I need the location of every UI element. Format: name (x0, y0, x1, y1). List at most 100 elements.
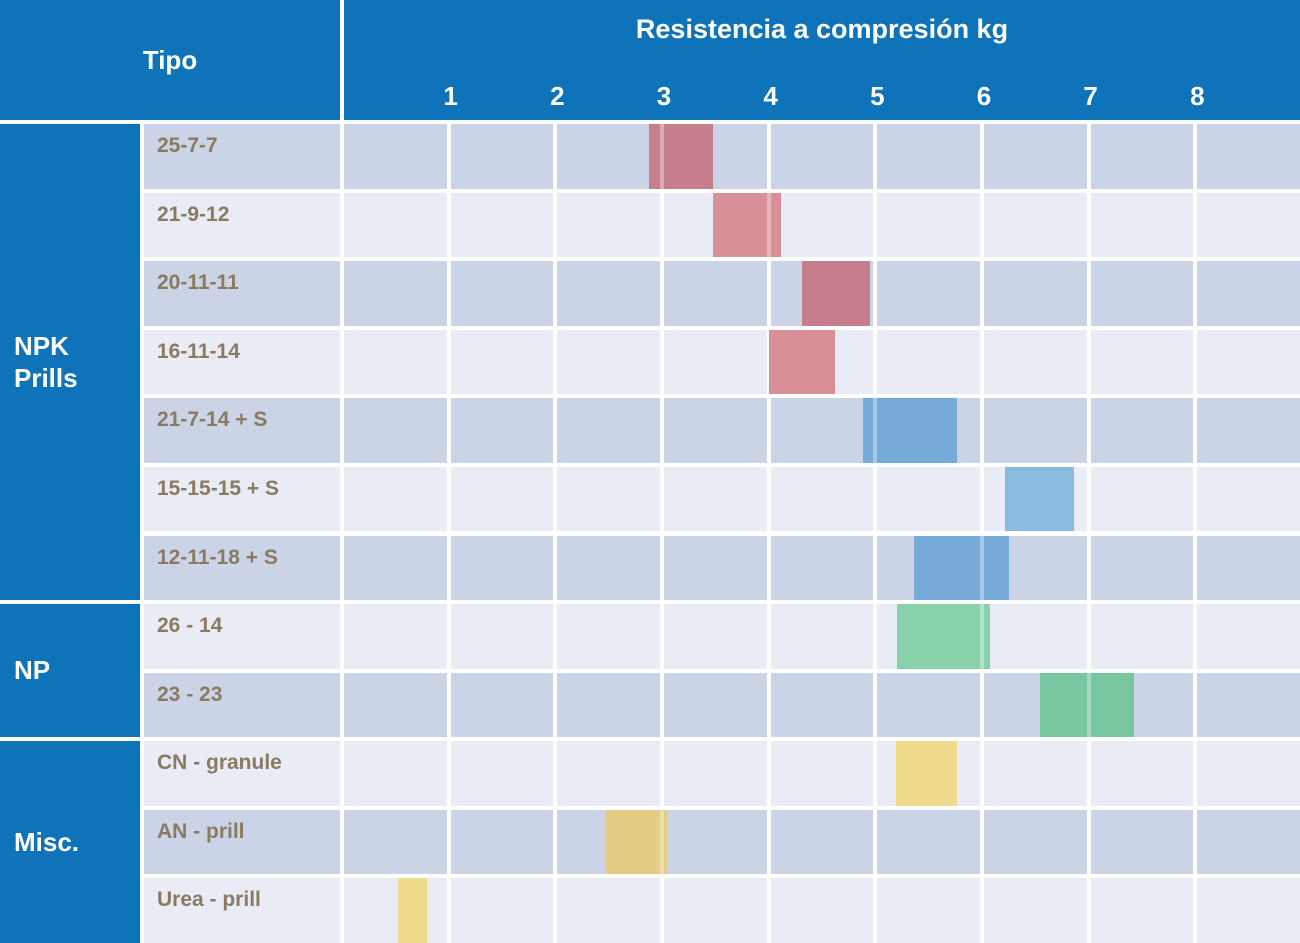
chart-row-21-7-14-s: 21-7-14 + S (140, 394, 1300, 463)
table-body: NPK Prills NP Misc. 25-7-7 21-9-12 20-11-11 1… (0, 120, 1300, 943)
gridline-8 (1193, 741, 1198, 806)
gridline-through-bar-6 (980, 535, 984, 601)
gridline-4 (766, 809, 771, 875)
gridline-0 (340, 878, 344, 943)
gridline-5 (873, 329, 878, 395)
gridline-2 (553, 672, 558, 738)
gridline-0 (340, 124, 344, 189)
gridline-6 (980, 124, 984, 189)
row-label-cell: 12-11-18 + S (140, 535, 340, 601)
gridline-1 (446, 878, 451, 943)
gridline-2 (553, 535, 558, 601)
scale-ticks: 1 2 3 4 5 6 7 8 (344, 0, 1300, 120)
row-label-cell: 16-11-14 (140, 329, 340, 395)
gridline-1 (446, 261, 451, 326)
row-plot-area (340, 192, 1300, 258)
row-label: 15-15-15 + S (157, 476, 280, 500)
range-bar-21-7-14-s (862, 398, 957, 463)
row-plot-area (340, 466, 1300, 532)
gridline-7 (1086, 192, 1091, 258)
row-plot-area (340, 604, 1300, 669)
gridline-4 (766, 329, 771, 395)
gridline-8 (1193, 604, 1198, 669)
gridline-6 (980, 466, 984, 532)
gridline-6 (980, 329, 984, 395)
gridline-0 (340, 192, 344, 258)
gridline-5 (873, 466, 878, 532)
row-label-cell: 21-9-12 (140, 192, 340, 258)
gridline-6 (980, 809, 984, 875)
gridline-1 (446, 466, 451, 532)
gridline-0 (340, 329, 344, 395)
gridline-2 (553, 329, 558, 395)
gridline-5 (873, 878, 878, 943)
row-label-cell: 25-7-7 (140, 124, 340, 189)
range-bar-an-prill (605, 809, 668, 875)
gridline-2 (553, 466, 558, 532)
scale-tick-5: 5 (870, 81, 885, 111)
gridline-0 (340, 535, 344, 601)
scale-tick-2: 2 (550, 81, 565, 111)
gridline-0 (340, 604, 344, 669)
gridline-5 (873, 809, 878, 875)
gridline-through-bar-7 (1086, 672, 1091, 738)
gridline-2 (553, 604, 558, 669)
scale-tick-1: 1 (443, 81, 458, 111)
gridline-8 (1193, 329, 1198, 395)
gridline-7 (1086, 398, 1091, 463)
chart-row-cn-granule: CN - granule (140, 737, 1300, 806)
gridline-6 (980, 398, 984, 463)
row-label: AN - prill (157, 819, 245, 843)
group-cell-npk-prills: NPK Prills (0, 120, 140, 601)
row-label-cell: 23 - 23 (140, 672, 340, 738)
gridline-4 (766, 535, 771, 601)
gridline-7 (1086, 878, 1091, 943)
gridline-1 (446, 604, 451, 669)
gridline-1 (446, 124, 451, 189)
row-label-cell: 26 - 14 (140, 604, 340, 669)
row-label-cell: AN - prill (140, 809, 340, 875)
gridline-0 (340, 672, 344, 738)
gridline-3 (660, 329, 664, 395)
row-plot-area (340, 261, 1300, 326)
gridline-5 (873, 192, 878, 258)
tipo-column-header: Tipo (0, 0, 340, 120)
row-plot-area (340, 535, 1300, 601)
chart-row-26-14: 26 - 14 (140, 600, 1300, 669)
row-label-cell: 20-11-11 (140, 261, 340, 326)
chart-row-25-7-7: 25-7-7 (140, 120, 1300, 189)
range-bar-urea-prill (397, 878, 428, 943)
range-bar-21-9-12 (713, 192, 781, 258)
range-bar-12-11-18-s (913, 535, 1009, 601)
row-label: 21-7-14 + S (157, 408, 268, 432)
row-plot-area (340, 809, 1300, 875)
gridline-2 (553, 192, 558, 258)
gridline-6 (980, 741, 984, 806)
gridline-2 (553, 398, 558, 463)
chart-row-20-11-11: 20-11-11 (140, 257, 1300, 326)
gridline-through-bar-5 (873, 398, 878, 463)
scale-header: Resistencia a compresión kg 1 2 3 4 5 6 7 8 (340, 0, 1300, 120)
row-label-cell: CN - granule (140, 741, 340, 806)
row-plot-area (340, 329, 1300, 395)
gridline-3 (660, 466, 664, 532)
gridline-1 (446, 192, 451, 258)
gridline-3 (660, 741, 664, 806)
chart-row-16-11-14: 16-11-14 (140, 325, 1300, 395)
gridline-6 (980, 261, 984, 326)
scale-tick-4: 4 (763, 81, 778, 111)
gridline-1 (446, 398, 451, 463)
group-label-misc: Misc. (14, 826, 80, 857)
group-label-npk-prills: NPK Prills (14, 330, 78, 394)
row-plot-area (340, 878, 1300, 943)
gridline-7 (1086, 261, 1091, 326)
gridline-5 (873, 672, 878, 738)
gridline-0 (340, 809, 344, 875)
gridline-4 (766, 741, 771, 806)
gridline-5 (873, 741, 878, 806)
gridline-6 (980, 192, 984, 258)
gridline-4 (766, 604, 771, 669)
gridline-3 (660, 672, 664, 738)
scale-title: Resistencia a compresión kg (635, 14, 1009, 44)
